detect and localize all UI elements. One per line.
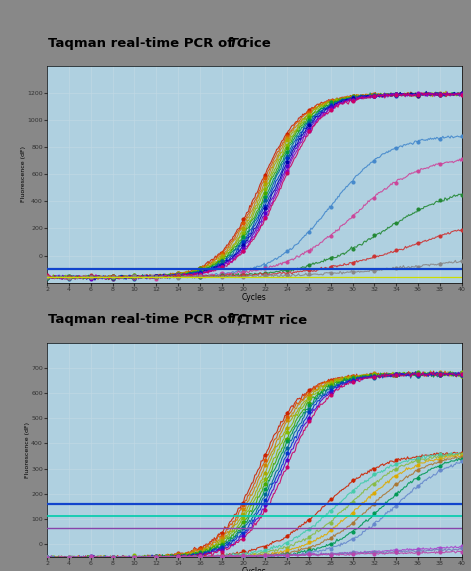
- Text: /TMT rice: /TMT rice: [238, 313, 307, 326]
- X-axis label: Cycles: Cycles: [242, 293, 267, 302]
- Y-axis label: Fluorescence (dF): Fluorescence (dF): [25, 421, 30, 478]
- Text: TC: TC: [228, 38, 247, 50]
- Text: TC: TC: [228, 313, 247, 326]
- Y-axis label: Fluorescence (dF): Fluorescence (dF): [21, 146, 26, 202]
- X-axis label: Cycles: Cycles: [242, 567, 267, 571]
- Text: Taqman real-time PCR of: Taqman real-time PCR of: [48, 313, 238, 326]
- Text: rice: rice: [238, 38, 271, 50]
- Text: Taqman real-time PCR of: Taqman real-time PCR of: [48, 38, 238, 50]
